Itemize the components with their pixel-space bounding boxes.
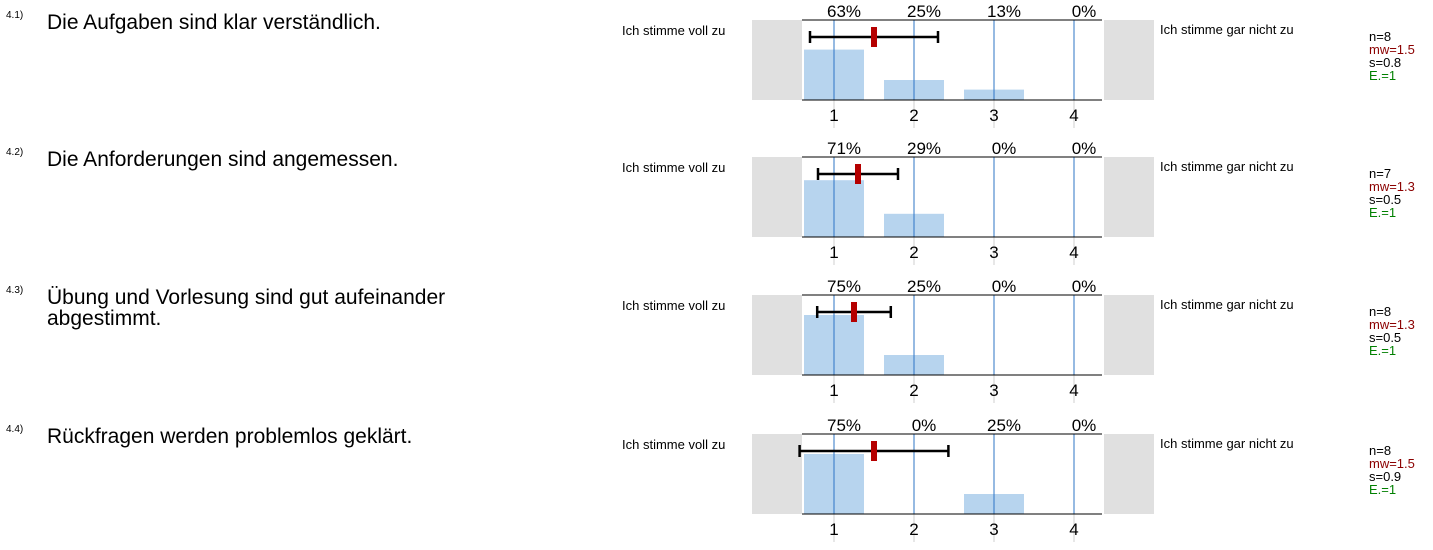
question-row: 4.1) Die Aufgaben sind klar verständlich… [0, 0, 1433, 136]
question-text: Die Anforderungen sind angemessen. [47, 148, 399, 171]
likert-chart: 63% 25% 13% 0% 1 2 3 4 [802, 2, 1102, 128]
tick-label: 4 [1069, 520, 1078, 539]
scale-left-label: Ich stimme voll zu [622, 298, 726, 313]
percent-label: 0% [912, 416, 937, 435]
scale-right-label: Ich stimme gar nicht zu [1160, 436, 1294, 451]
percent-label: 0% [1072, 139, 1097, 158]
stats-block: n=8 mw=1.3 s=0.5 E.=1 [1369, 305, 1415, 357]
question-number: 4.1) [6, 10, 24, 21]
stat-e: E.=1 [1369, 482, 1397, 497]
percent-label: 0% [992, 277, 1017, 296]
tick-label: 3 [989, 381, 998, 400]
stat-s: s=0.5 [1369, 330, 1402, 345]
percent-label: 71% [827, 139, 861, 158]
scale-left-box [752, 20, 802, 100]
stat-e: E.=1 [1369, 205, 1397, 220]
mean-marker [851, 302, 857, 322]
stat-n: n=8 [1369, 443, 1392, 458]
question-row: 4.3) Übung und Vorlesung sind gut aufein… [0, 275, 1433, 411]
question-text: Rückfragen werden problemlos geklärt. [47, 425, 413, 448]
stat-mw: mw=1.3 [1369, 179, 1415, 194]
scale-right-label: Ich stimme gar nicht zu [1160, 159, 1294, 174]
question-number: 4.4) [6, 424, 24, 435]
tick-label: 4 [1069, 106, 1078, 125]
tick-label: 3 [989, 520, 998, 539]
tick-label: 2 [909, 106, 918, 125]
percent-label: 75% [827, 277, 861, 296]
question-number: 4.3) [6, 285, 24, 296]
scale-left-label: Ich stimme voll zu [622, 437, 726, 452]
scale-left-box [752, 295, 802, 375]
scale-left-box [752, 434, 802, 514]
likert-chart: 71% 29% 0% 0% 1 2 3 4 [802, 139, 1102, 265]
stat-n: n=8 [1369, 304, 1392, 319]
scale-right-box [1104, 295, 1154, 375]
likert-chart: 75% 25% 0% 0% 1 2 3 4 [802, 277, 1102, 403]
stat-e: E.=1 [1369, 343, 1397, 358]
percent-label: 29% [907, 139, 941, 158]
tick-label: 2 [909, 381, 918, 400]
stat-e: E.=1 [1369, 68, 1397, 83]
question-number: 4.2) [6, 147, 24, 158]
tick-label: 3 [989, 106, 998, 125]
scale-right-label: Ich stimme gar nicht zu [1160, 297, 1294, 312]
stat-n: n=8 [1369, 29, 1392, 44]
stat-mw: mw=1.5 [1369, 456, 1415, 471]
likert-chart: 75% 0% 25% 0% 1 2 3 4 [798, 416, 1102, 542]
scale-right-label: Ich stimme gar nicht zu [1160, 22, 1294, 37]
question-row: 4.2) Die Anforderungen sind angemessen. … [0, 137, 1433, 273]
stat-mw: mw=1.3 [1369, 317, 1415, 332]
scale-left-label: Ich stimme voll zu [622, 23, 726, 38]
scale-right-box [1104, 20, 1154, 100]
percent-label: 0% [1072, 277, 1097, 296]
stat-s: s=0.9 [1369, 469, 1402, 484]
tick-label: 1 [829, 520, 838, 539]
scale-left-box [752, 157, 802, 237]
tick-label: 4 [1069, 243, 1078, 262]
percent-label: 0% [1072, 2, 1097, 21]
mean-marker [871, 441, 877, 461]
tick-label: 2 [909, 520, 918, 539]
mean-marker [871, 27, 877, 47]
stat-mw: mw=1.5 [1369, 42, 1415, 57]
stats-block: n=7 mw=1.3 s=0.5 E.=1 [1369, 167, 1415, 219]
percent-label: 63% [827, 2, 861, 21]
stat-n: n=7 [1369, 166, 1392, 181]
stat-s: s=0.5 [1369, 192, 1402, 207]
scale-right-box [1104, 434, 1154, 514]
tick-label: 1 [829, 381, 838, 400]
percent-label: 75% [827, 416, 861, 435]
question-row: 4.4) Rückfragen werden problemlos geklär… [0, 414, 1433, 550]
tick-label: 1 [829, 106, 838, 125]
scale-left-label: Ich stimme voll zu [622, 160, 726, 175]
percent-label: 0% [1072, 416, 1097, 435]
tick-label: 4 [1069, 381, 1078, 400]
percent-label: 13% [987, 2, 1021, 21]
stats-block: n=8 mw=1.5 s=0.9 E.=1 [1369, 444, 1415, 496]
stats-block: n=8 mw=1.5 s=0.8 E.=1 [1369, 30, 1415, 82]
scale-right-box [1104, 157, 1154, 237]
tick-label: 1 [829, 243, 838, 262]
percent-label: 25% [987, 416, 1021, 435]
mean-marker [855, 164, 861, 184]
percent-label: 25% [907, 2, 941, 21]
question-text: Die Aufgaben sind klar verständlich. [47, 11, 381, 34]
percent-label: 25% [907, 277, 941, 296]
question-text: Übung und Vorlesung sind gut aufeinander… [47, 286, 446, 330]
stat-s: s=0.8 [1369, 55, 1402, 70]
tick-label: 2 [909, 243, 918, 262]
tick-label: 3 [989, 243, 998, 262]
percent-label: 0% [992, 139, 1017, 158]
